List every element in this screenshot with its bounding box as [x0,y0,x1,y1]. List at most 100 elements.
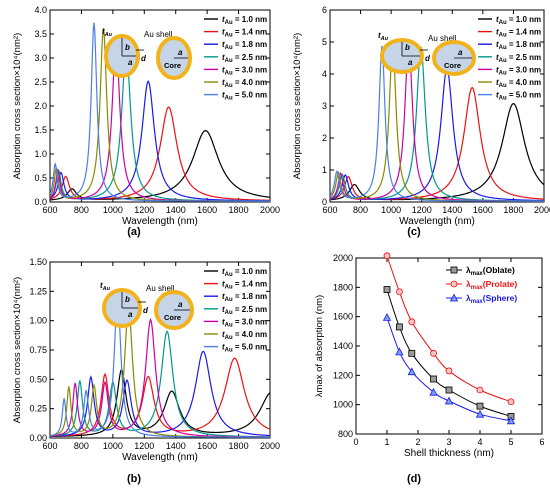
label-tau: tAu [378,31,389,42]
y-tick-label: 0.25 [29,404,47,414]
legend-label: tAu = 5.0 nm [222,343,267,354]
data-point [429,387,438,396]
legend-label: tAu = 1.0 nm [222,267,267,278]
y-tick-label: 1200 [333,370,353,380]
legend-label: λmax(Oblate) [466,265,515,277]
chart-panel-b: 600 800 1000 1200 1400 1600 1800 2000 0.00 0.25 0.… [12,257,280,463]
data-point [383,286,391,293]
data-point [475,409,485,418]
x-tick-label: 1400 [166,205,186,215]
legend-label: tAu = 1.8 nm [222,40,267,51]
series-lines [330,41,544,202]
y-tick-label: 0.0 [34,197,47,207]
label-a2: a [458,48,463,57]
label-tau: tAu [102,27,113,38]
label-tau: tAu [100,281,111,292]
legend-label: tAu = 5.0 nm [222,91,267,102]
x-tick-label: 2000 [534,205,550,215]
legend-label: tAu = 1.8 nm [222,292,267,303]
legend-label: tAu = 4.0 nm [222,330,267,341]
y-tick-label: 0 [322,197,327,207]
data-point [382,313,392,321]
y-tick-label: 4 [322,69,327,79]
x-tick-label: 1000 [103,205,123,215]
x-tick-label: 600 [42,441,57,451]
series-line [50,350,270,437]
data-point [395,347,404,356]
y-axis-label: λmax of absorption (nm) [314,295,325,397]
y-tick-label: 2.5 [34,77,47,87]
x-axis-label: Wavelength (nm) [122,216,198,227]
panel-label-c: (c) [407,226,421,238]
data-point [430,349,437,357]
label-d: d [143,306,149,315]
x-tick-label: 3 [446,437,451,447]
legend-marker [450,280,458,288]
y-tick-label: 1000 [333,400,353,410]
legend-label: tAu = 3.0 nm [222,65,267,76]
chart-panel-c: 600 800 1000 1200 1400 1600 1800 2000 0 1 2 3 4 5 6 Wav… [292,5,550,227]
y-tick-label: 0.5 [34,173,47,183]
series-line [50,22,270,202]
legend-label: tAu = 1.4 nm [222,280,267,291]
label-d: d [141,54,147,63]
label-core: Core [444,61,461,70]
x-tick-label: 800 [74,205,89,215]
series-lines [50,293,270,438]
y-tick-label: 1.5 [34,125,47,135]
y-tick-label: 5 [322,37,327,47]
x-tick-label: 1800 [503,205,523,215]
x-tick-label: 1400 [442,205,462,215]
label-d: d [425,54,431,63]
x-tick-label: 1000 [381,205,401,215]
legend-marker [450,266,458,274]
y-tick-label: 1.0 [34,149,47,159]
label-shell: Au shell [144,30,173,39]
series-line [50,368,270,438]
series-line [50,293,270,438]
data-point [407,367,416,376]
x-tick-label: 1600 [197,441,217,451]
x-tick-label: 1200 [134,441,154,451]
y-axis-label: Absorption cross section×10⁴(nm²) [12,33,23,179]
y-tick-label: 0.75 [29,345,47,355]
x-tick-label: 1000 [103,441,123,451]
y-axis-label: Absorption cross section×10⁴(nm²) [292,33,303,179]
y-tick-label: 3 [322,101,327,111]
data-point [408,318,416,326]
legend-label: λmax(Sphere) [466,293,517,305]
x-axis-label: Shell thickness (nm) [404,448,494,459]
label-core: Core [164,313,181,322]
legend-label: tAu = 2.5 nm [222,53,267,64]
y-tick-label: 1800 [333,282,353,292]
x-tick-label: 600 [42,205,57,215]
y-tick-label: 1.25 [29,286,47,296]
legend-marker [449,293,459,302]
legend-label: tAu = 1.0 nm [222,15,267,26]
x-tick-label: 1200 [134,205,154,215]
series-line [50,357,270,437]
x-tick-label: 800 [74,441,89,451]
legend-label: tAu = 3.0 nm [496,65,541,76]
data-point [430,375,437,383]
x-tick-label: 1400 [166,441,186,451]
data-point [507,398,515,406]
chart-panel-d: 0 1 2 3 4 5 6 800 1000 1200 1400 1600 1800 2000 Shell … [314,252,545,459]
y-tick-label: 1.00 [29,316,47,326]
x-tick-label: 1600 [197,205,217,215]
label-a2: a [178,300,183,309]
y-tick-label: 2 [322,133,327,143]
x-tick-label: 4 [477,437,482,447]
legend-label: tAu = 1.4 nm [496,28,541,39]
x-tick-label: 1800 [229,205,249,215]
data-point [444,396,454,405]
x-tick-label: 800 [353,205,368,215]
series-lines [50,22,270,202]
y-tick-label: 6 [322,5,327,15]
y-tick-label: 0.00 [29,433,47,443]
label-shell: Au shell [146,284,175,293]
x-tick-label: 2000 [260,441,280,451]
x-tick-label: 1 [384,437,389,447]
